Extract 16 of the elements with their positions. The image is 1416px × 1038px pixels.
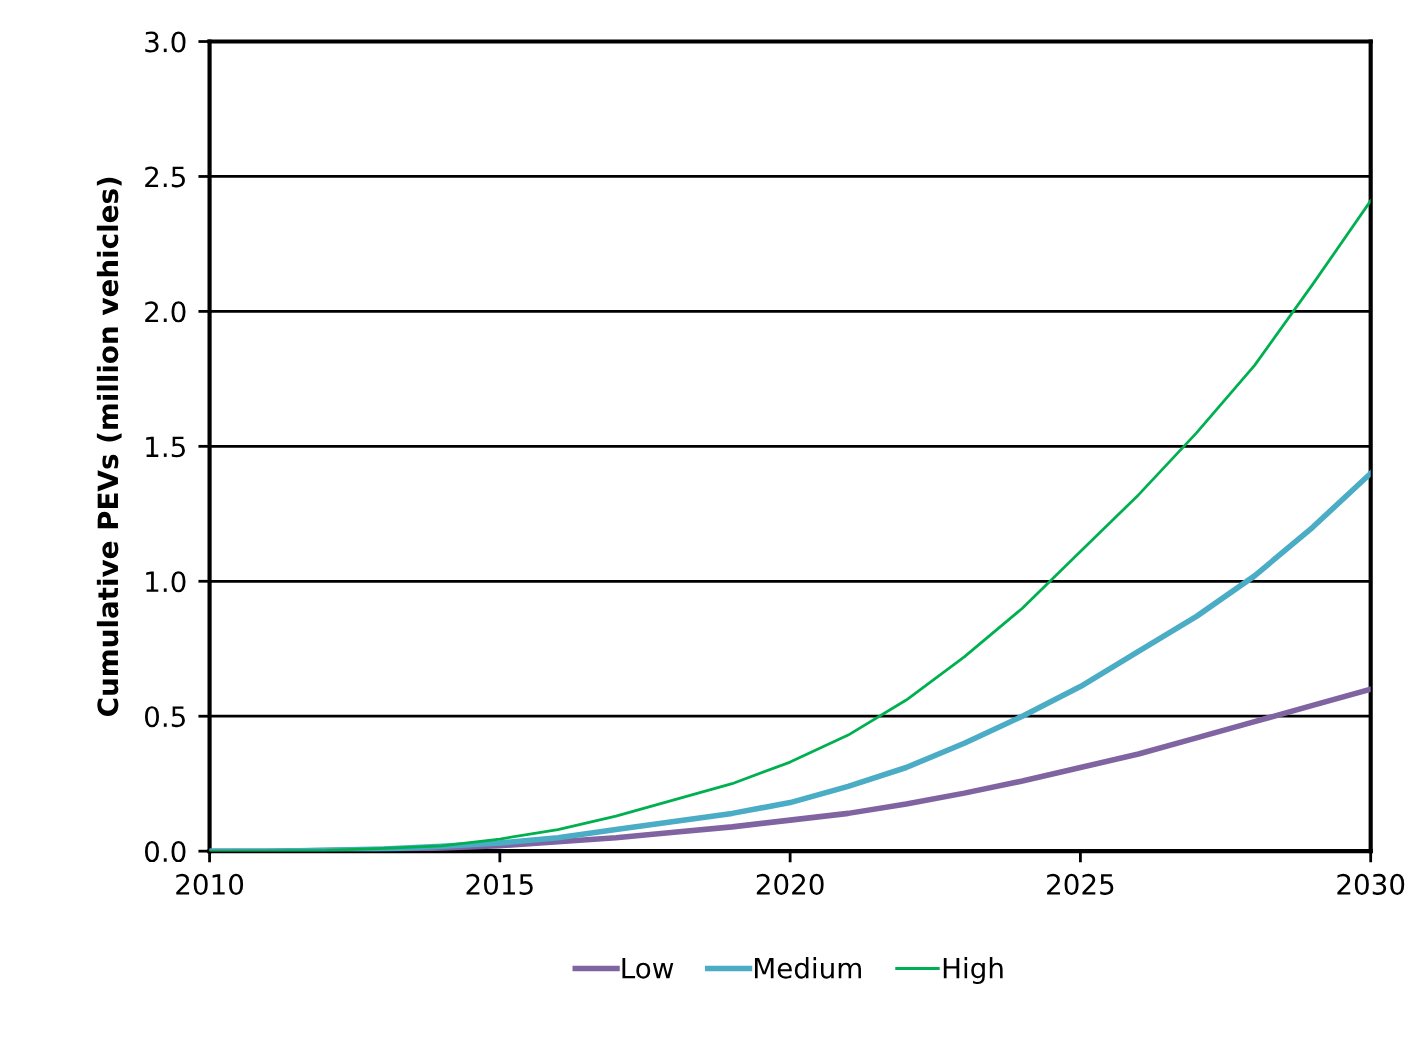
x-tick-label: 2020 <box>756 873 824 895</box>
x-tick-label: 2030 <box>1337 873 1405 895</box>
y-tick-label: 1.0 <box>146 571 186 593</box>
y-axis-title: Cumulative PEVs (million vehicles) <box>96 177 122 717</box>
y-tick-label: 3.0 <box>145 31 186 53</box>
x-tick-label: 2015 <box>466 873 533 895</box>
y-tick-label: 2.0 <box>145 301 186 323</box>
legend-label: High <box>943 957 1003 985</box>
legend-label: Medium <box>754 957 861 979</box>
x-tick-label: 2010 <box>176 873 244 895</box>
legend-label: Low <box>622 957 674 979</box>
y-tick-label: 1.5 <box>146 436 185 458</box>
y-tick-label: 0.0 <box>145 841 186 863</box>
x-tick-label: 2025 <box>1047 873 1114 895</box>
y-tick-label: 0.5 <box>145 706 185 728</box>
y-tick-label: 2.5 <box>145 166 185 188</box>
